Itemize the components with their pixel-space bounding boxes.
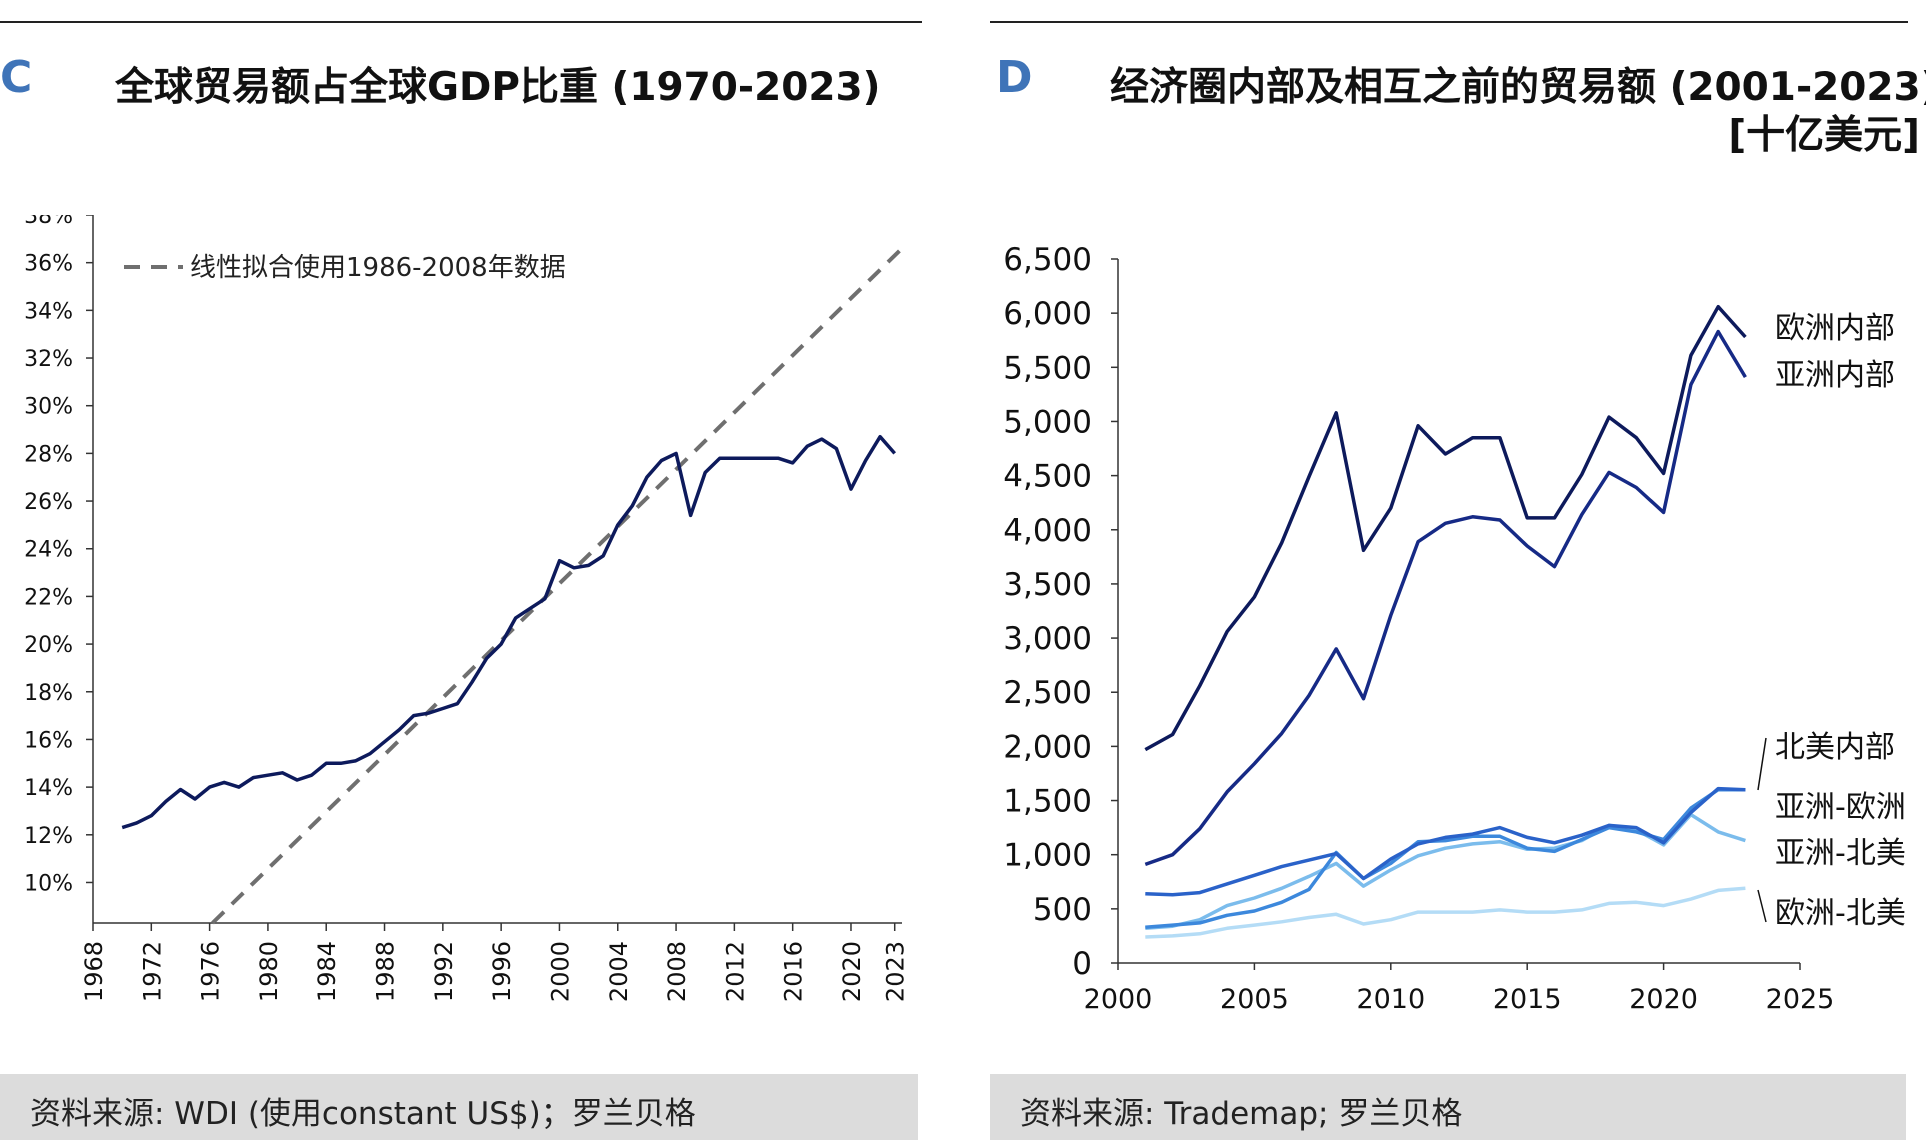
legend-label: 线性拟合使用1986-2008年数据 (190, 253, 566, 283)
panel-c-top-rule (0, 21, 922, 23)
series-label: 北美内部 (1775, 730, 1895, 765)
y-tick-label: 4,000 (1003, 513, 1092, 549)
series-line-5 (1145, 886, 1746, 939)
y-tick-label: 6,500 (1003, 242, 1092, 278)
trade-gdp-share-chart: 38% 36% 34% 32% 30% 28% 26% 24% 22% 20% 18% 16% 14% 1… (24, 215, 910, 1002)
y-tick-label: 30% (24, 395, 73, 420)
series-label: 欧洲-北美 (1775, 896, 1906, 931)
y-tick-label: 14% (24, 776, 73, 801)
y-tick-label: 5,500 (1003, 350, 1092, 386)
y-tick-label: 3,000 (1003, 621, 1092, 657)
y-tick-label: 1,500 (1003, 784, 1092, 820)
panel-d-source: 资料来源: Trademap; 罗兰贝格 (1020, 1096, 1463, 1132)
x-tick-label: 1976 (197, 941, 225, 1002)
series-label: 亚洲内部 (1775, 358, 1895, 393)
panel-d-top-rule (990, 21, 1908, 23)
panel-c-title: 全球贸易额占全球GDP比重 (1970-2023) (115, 65, 881, 110)
y-tick-label: 38% (24, 215, 73, 229)
x-tick-label: 2005 (1220, 984, 1289, 1015)
x-tick-label: 2012 (721, 941, 749, 1002)
x-tick-label: 2016 (780, 941, 808, 1002)
x-tick-label: 1984 (313, 941, 341, 1002)
y-tick-label: 34% (24, 299, 73, 324)
y-tick-label: 36% (24, 252, 73, 277)
series-label: 欧洲内部 (1775, 311, 1895, 346)
panel-d-title-line1: 经济圈内部及相互之前的贸易额 (2001-2023) (1110, 65, 1926, 110)
series-line-1 (1144, 329, 1747, 867)
y-tick-label: 500 (1033, 892, 1092, 928)
y-tick-label: 12% (24, 824, 73, 849)
y-tick-label: 28% (24, 442, 73, 467)
x-tick-label: 2020 (1629, 984, 1698, 1015)
series-line-0 (1144, 304, 1747, 752)
y-tick-label: 32% (24, 347, 73, 372)
y-tick-label: 0 (1072, 946, 1092, 982)
y-tick-label: 10% (24, 871, 73, 896)
x-tick-label: 1972 (138, 941, 166, 1002)
x-tick-label: 1992 (430, 941, 458, 1002)
y-tick-label: 2,000 (1003, 729, 1092, 765)
panel-c-letter: C (0, 52, 33, 103)
y-tick-label: 5,000 (1003, 404, 1092, 440)
panel-d-source-bar: 资料来源: Trademap; 罗兰贝格 (990, 1074, 1906, 1140)
series-label: 亚洲-北美 (1775, 836, 1906, 871)
bloc-trade-chart: 6,500 6,000 5,500 5,000 4,500 4,000 3,500 3,000… (1003, 242, 1906, 1015)
panel-d-title-line2: [十亿美元] (1728, 113, 1920, 158)
trade-share-line (121, 434, 897, 830)
y-tick-label: 22% (24, 585, 73, 610)
y-tick-label: 1,000 (1003, 838, 1092, 874)
x-tick-label: 2020 (838, 941, 866, 1002)
x-tick-label: 2010 (1356, 984, 1425, 1015)
x-tick-label: 1988 (372, 941, 400, 1002)
x-tick-label: 1968 (80, 941, 108, 1002)
series-line-3 (1145, 787, 1746, 930)
x-tick-label: 2000 (546, 941, 574, 1002)
leader-line-north-america (1757, 737, 1767, 791)
x-tick-label: 2015 (1493, 984, 1562, 1015)
y-tick-label: 4,500 (1003, 459, 1092, 495)
y-tick-label: 24% (24, 538, 73, 563)
panel-c-source: 资料来源: WDI (使用constant US$)；罗兰贝格 (30, 1096, 696, 1132)
leader-line-europe-north-america (1757, 889, 1767, 923)
series-label: 亚洲-欧洲 (1775, 790, 1906, 825)
panel-d-letter: D (996, 52, 1033, 103)
series-line-2 (1145, 786, 1746, 897)
linear-fit-line (211, 246, 904, 925)
x-tick-label: 2008 (663, 941, 691, 1002)
y-tick-label: 20% (24, 633, 73, 658)
x-tick-label: 2000 (1084, 984, 1153, 1015)
y-tick-label: 18% (24, 681, 73, 706)
x-tick-label: 2004 (605, 941, 633, 1002)
y-tick-label: 3,500 (1003, 567, 1092, 603)
y-tick-label: 2,500 (1003, 675, 1092, 711)
y-tick-label: 26% (24, 490, 73, 515)
x-tick-label: 1980 (255, 941, 283, 1002)
y-tick-label: 6,000 (1003, 296, 1092, 332)
x-tick-label: 2023 (882, 941, 910, 1002)
x-tick-label: 1996 (488, 941, 516, 1002)
y-tick-label: 16% (24, 728, 73, 753)
panel-c-source-bar: 资料来源: WDI (使用constant US$)；罗兰贝格 (0, 1074, 918, 1140)
x-tick-label: 2025 (1766, 984, 1835, 1015)
